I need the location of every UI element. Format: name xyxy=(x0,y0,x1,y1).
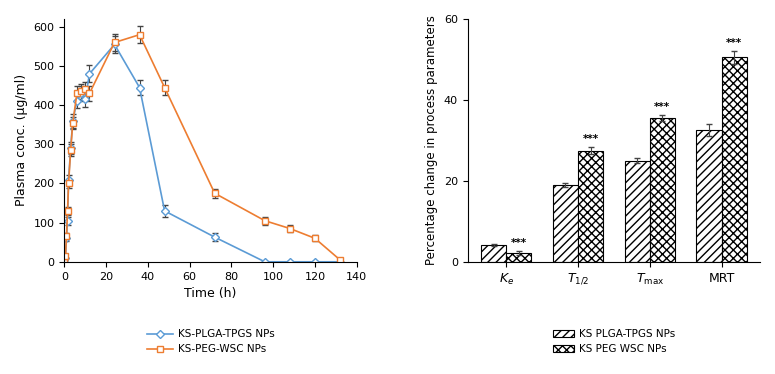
Bar xyxy=(506,253,532,262)
Y-axis label: Percentage change in process parameters: Percentage change in process parameters xyxy=(425,15,439,265)
Legend: KS-PLGA-TPGS NPs, KS-PEG-WSC NPs: KS-PLGA-TPGS NPs, KS-PEG-WSC NPs xyxy=(143,325,279,359)
Bar xyxy=(722,58,747,262)
X-axis label: Time (h): Time (h) xyxy=(184,287,236,300)
Text: ***: *** xyxy=(726,38,742,48)
Y-axis label: Plasma conc. (μg/ml): Plasma conc. (μg/ml) xyxy=(15,74,28,206)
Bar xyxy=(578,150,603,262)
Bar xyxy=(553,185,578,262)
Legend: KS PLGA-TPGS NPs, KS PEG WSC NPs: KS PLGA-TPGS NPs, KS PEG WSC NPs xyxy=(549,325,679,359)
Bar xyxy=(625,161,649,262)
Bar xyxy=(697,130,722,262)
Bar xyxy=(481,245,506,262)
Bar xyxy=(649,118,675,262)
Text: ***: *** xyxy=(583,134,598,144)
Text: ***: *** xyxy=(511,238,527,248)
Text: ***: *** xyxy=(654,102,670,112)
